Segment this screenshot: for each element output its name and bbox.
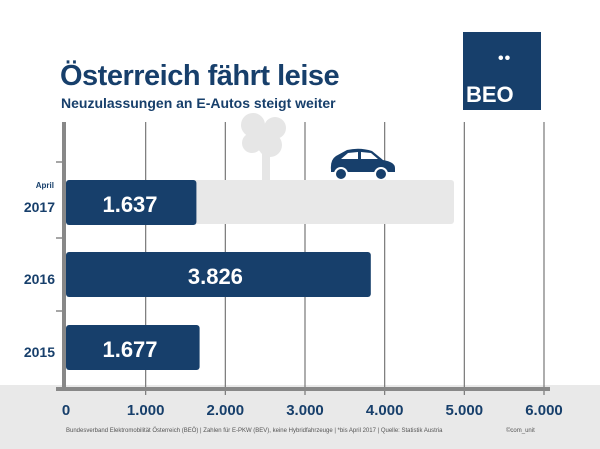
x-tick-label: 4.000: [366, 402, 404, 419]
category-label: 2016: [24, 271, 55, 287]
bar-value-label: 1.637: [102, 192, 157, 217]
bar-value-label: 3.826: [188, 264, 243, 289]
x-tick-label: 6.000: [525, 402, 563, 419]
x-tick-label: 1.000: [127, 402, 165, 419]
car-wheel: [334, 167, 348, 181]
category-label: 2017: [24, 199, 55, 215]
logo-dots: ••: [498, 50, 512, 67]
x-tick-label: 3.000: [286, 402, 324, 419]
category-sublabel: April: [36, 181, 54, 190]
beo-logo: •• BEO: [463, 32, 541, 110]
x-tick-label: 2.000: [207, 402, 245, 419]
category-label: 2015: [24, 344, 55, 360]
x-tick-label: 5.000: [446, 402, 484, 419]
footer-band: [0, 385, 600, 449]
tree-icon: [241, 113, 286, 181]
subtitle: Neuzulassungen an E-Autos steigt weiter: [61, 95, 336, 111]
page-title: Österreich fährt leise: [60, 60, 340, 92]
bar: [66, 252, 371, 297]
logo-text: BEO: [466, 82, 514, 107]
footer-credit: ©com_unit: [506, 428, 535, 434]
car-wheel: [374, 167, 388, 181]
bar: [66, 325, 200, 370]
footer-source: Bundesverband Elektromobilität Österreic…: [66, 428, 443, 434]
x-tick-label: 0: [62, 402, 70, 419]
bar: [66, 180, 197, 225]
bar-value-label: 1.677: [102, 337, 157, 362]
car-windows: [341, 152, 378, 159]
